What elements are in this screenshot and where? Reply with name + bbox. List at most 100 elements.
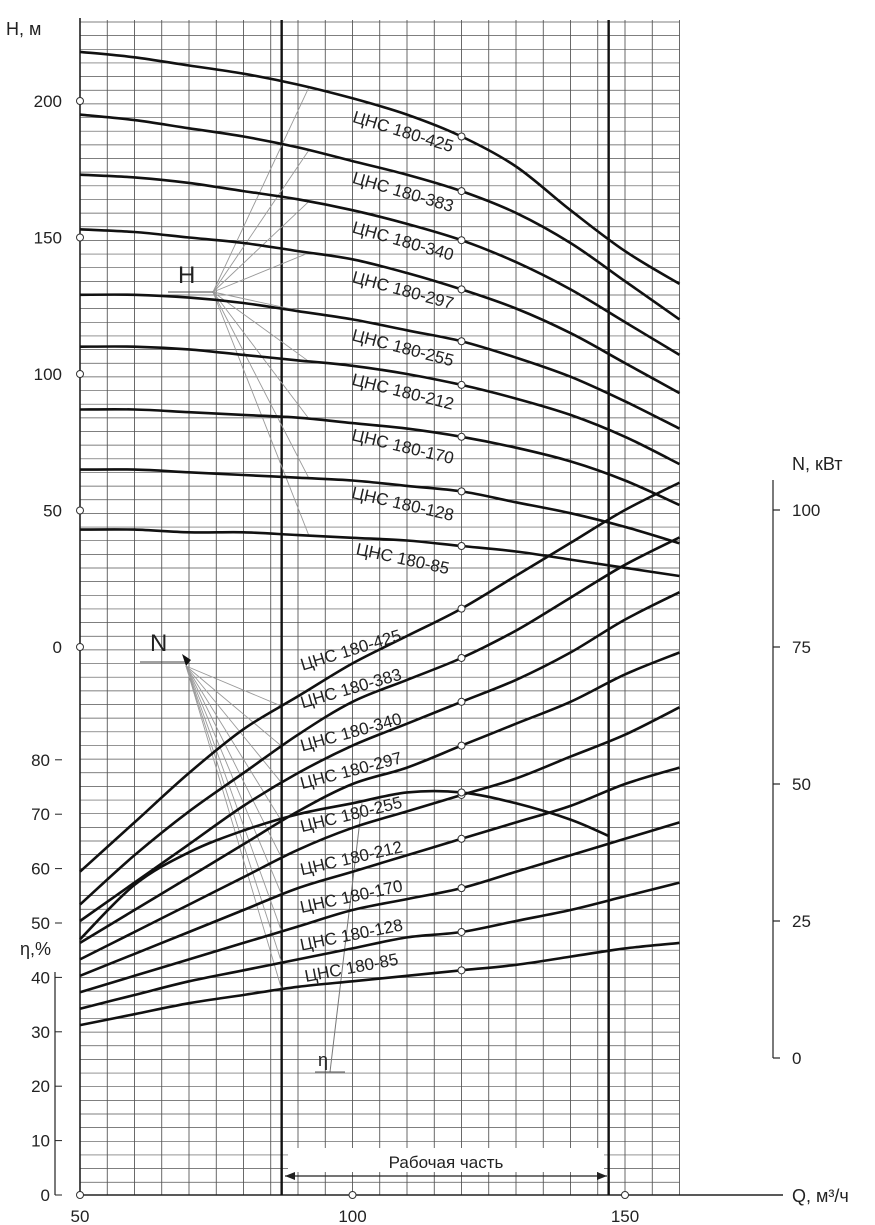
power-arrow-icon xyxy=(182,654,191,666)
head-tick-marker xyxy=(76,370,84,378)
arrow-left-icon xyxy=(285,1172,295,1180)
power-series-label: N xyxy=(150,630,167,657)
head-leader-line xyxy=(212,291,310,362)
head-tick-marker xyxy=(76,233,84,242)
efficiency-tick-label: 70 xyxy=(31,805,50,824)
working-range-label: Рабочая часть xyxy=(389,1153,504,1172)
head-leader-line xyxy=(212,291,310,536)
chart-frame xyxy=(54,18,783,1199)
head-curve-label: ЦНС 180-425 xyxy=(351,107,456,156)
x-tick-marker xyxy=(621,1191,629,1199)
efficiency-curve-marker xyxy=(457,788,466,797)
efficiency-tick-label: 30 xyxy=(31,1023,50,1042)
power-curve-marker xyxy=(457,604,466,613)
head-curve-ЦНС 180-383 xyxy=(79,113,681,321)
head-tick-label: 200 xyxy=(34,92,62,111)
head-curve-ЦНС 180-297 xyxy=(79,228,681,395)
efficiency-leader-line xyxy=(329,803,363,1073)
head-leader-line xyxy=(212,201,310,293)
head-series-label: H xyxy=(178,262,195,289)
head-curve-marker xyxy=(457,380,466,389)
power-curve-marker xyxy=(457,697,466,706)
power-leader-line xyxy=(185,665,283,859)
power-leader-line xyxy=(185,665,282,784)
power-tick-label: 25 xyxy=(792,912,811,931)
head-curve-ЦНС 180-170 xyxy=(79,407,681,507)
efficiency-tick-label: 10 xyxy=(31,1132,50,1151)
x-tick-label: 100 xyxy=(338,1207,366,1225)
head-curve-ЦНС 180-340 xyxy=(79,173,681,357)
efficiency-axis-title: η,% xyxy=(20,939,51,959)
grid xyxy=(79,20,680,1195)
head-curve-ЦНС 180-212 xyxy=(79,345,681,466)
power-leader-line xyxy=(185,665,283,963)
x-tick-marker xyxy=(348,1191,357,1199)
power-tick-label: 75 xyxy=(792,638,811,657)
efficiency-tick-label: 80 xyxy=(31,751,50,770)
power-curve-ЦНС 180-85 xyxy=(79,941,680,1027)
efficiency-tick-label: 40 xyxy=(31,968,50,987)
head-curve-marker xyxy=(457,236,466,245)
power-curve-marker xyxy=(457,741,466,750)
efficiency-tick-label: 0 xyxy=(41,1186,50,1205)
power-curve-ЦНС 180-297 xyxy=(79,651,680,945)
head-curve-ЦНС 180-85 xyxy=(79,528,680,578)
x-tick-label: 150 xyxy=(611,1207,639,1225)
power-leader-line xyxy=(185,665,283,822)
efficiency-tick-label: 50 xyxy=(31,914,50,933)
power-curve-ЦНС 180-255 xyxy=(79,706,681,961)
power-curve-marker xyxy=(457,884,466,893)
power-tick-label: 50 xyxy=(792,775,811,794)
head-leader-line xyxy=(212,252,310,293)
head-curve-label: ЦНС 180-383 xyxy=(350,168,455,216)
power-curve-ЦНС 180-170 xyxy=(79,821,680,994)
head-curve-label: ЦНС 180-85 xyxy=(354,540,451,579)
x-tick-label: 50 xyxy=(71,1207,90,1225)
power-curve-label: ЦНС 180-255 xyxy=(298,793,404,836)
power-curve-marker xyxy=(457,927,466,936)
head-curve-marker xyxy=(457,541,466,550)
power-curve-marker xyxy=(457,966,466,975)
power-curve-ЦНС 180-383 xyxy=(79,536,681,906)
head-curve-marker xyxy=(457,132,466,141)
curves xyxy=(79,50,681,1027)
efficiency-curve xyxy=(79,789,610,941)
power-tick-label: 0 xyxy=(792,1049,801,1068)
head-curve-marker xyxy=(457,487,466,496)
efficiency-tick-label: 20 xyxy=(31,1077,50,1096)
x-tick-marker xyxy=(76,1191,84,1199)
power-curve-ЦНС 180-340 xyxy=(79,591,681,923)
working-range-label-bg xyxy=(288,1148,604,1172)
head-curve-ЦНС 180-425 xyxy=(79,50,681,286)
power-curve-ЦНС 180-425 xyxy=(79,481,681,873)
head-axis-title: H, м xyxy=(6,19,41,39)
power-axis-title: N, кВт xyxy=(792,454,843,474)
head-tick-label: 100 xyxy=(34,365,62,384)
efficiency-tick-label: 60 xyxy=(31,860,50,879)
head-curve-label: ЦНС 180-297 xyxy=(350,267,456,313)
power-leader-line xyxy=(185,665,282,707)
x-axis-title: Q, м³/ч xyxy=(792,1186,849,1206)
power-curve-marker xyxy=(457,653,466,662)
head-curve-marker xyxy=(457,187,466,196)
power-curve-marker xyxy=(457,834,466,843)
power-curve-ЦНС 180-212 xyxy=(79,766,680,978)
head-leader-line xyxy=(212,291,310,479)
head-tick-label: 50 xyxy=(43,502,62,521)
arrow-right-icon xyxy=(597,1172,607,1180)
head-tick-marker xyxy=(76,506,84,515)
power-leader-line xyxy=(185,665,283,932)
head-curve-marker xyxy=(457,285,466,294)
head-leader-line xyxy=(212,87,310,293)
power-leader-line xyxy=(185,665,282,747)
head-tick-label: 150 xyxy=(34,229,62,248)
head-curve-ЦНС 180-128 xyxy=(79,468,680,545)
efficiency-series-label: η xyxy=(318,1050,328,1070)
head-tick-label: 0 xyxy=(53,638,62,657)
head-tick-marker xyxy=(76,97,84,105)
head-curve-label: ЦНС 180-340 xyxy=(350,218,455,265)
head-curve-marker xyxy=(457,432,466,441)
head-leader-line xyxy=(212,149,310,293)
